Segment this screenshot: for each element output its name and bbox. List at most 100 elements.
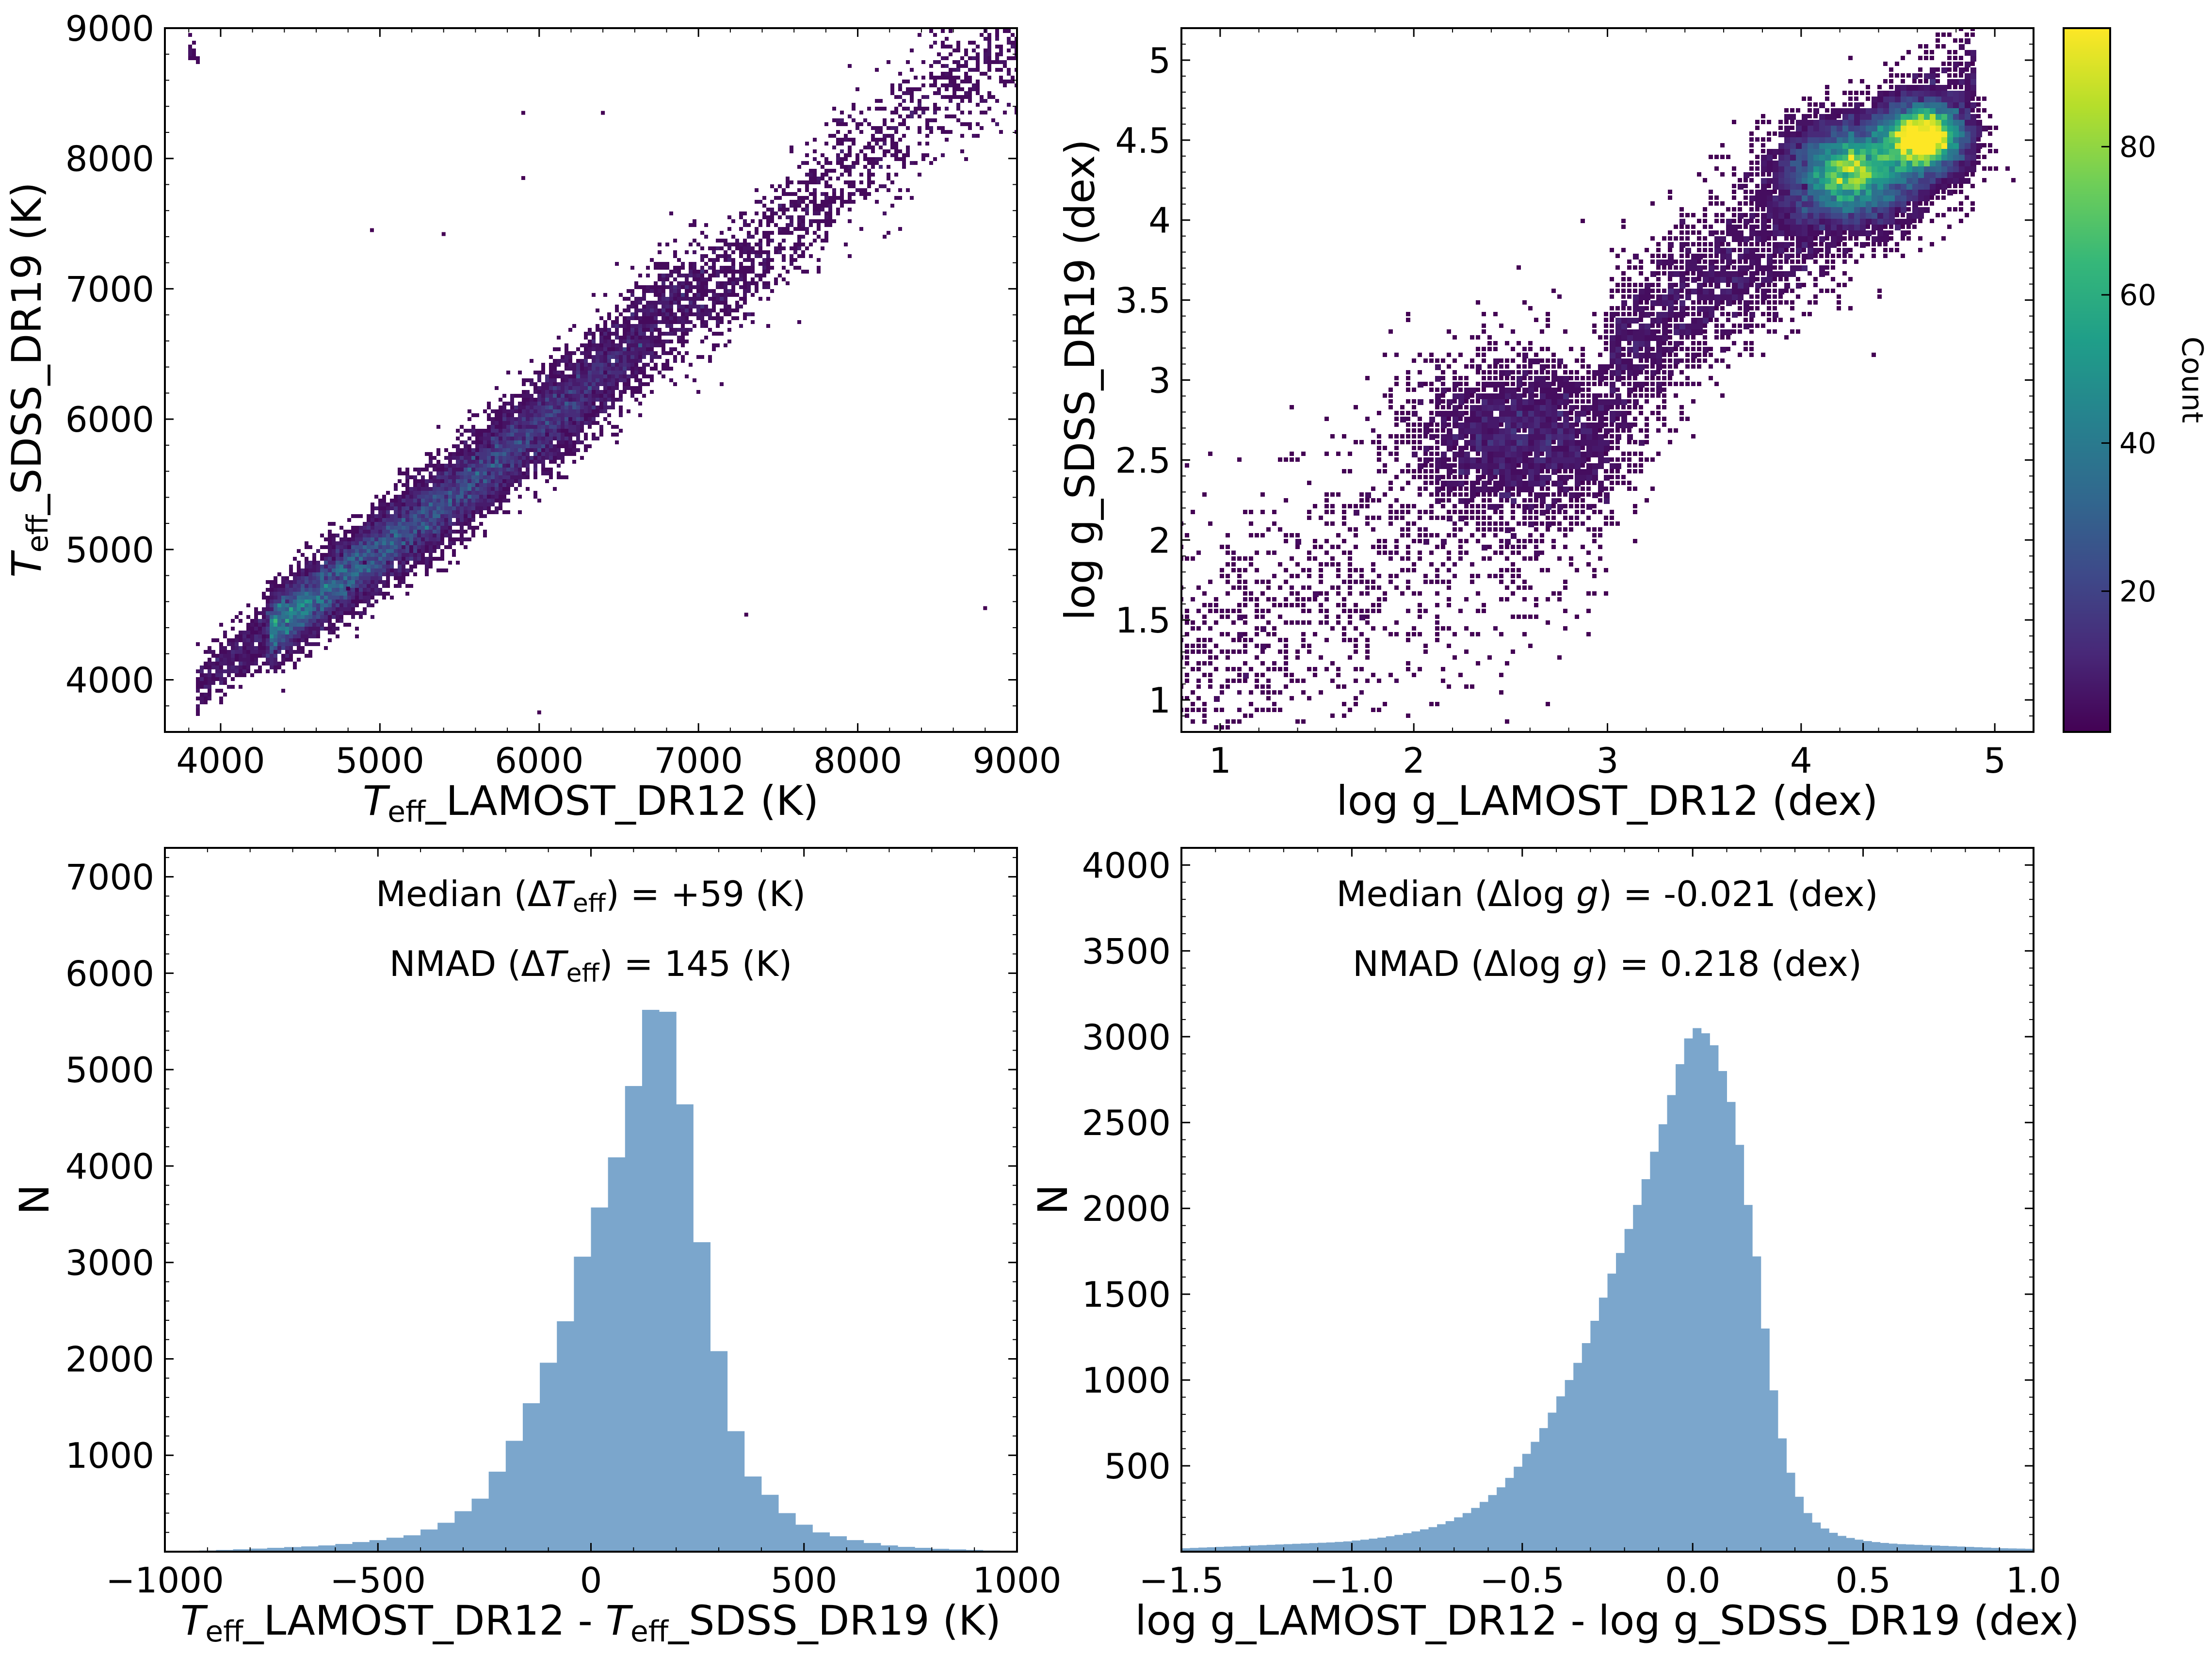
logg-hexbin-cell [1511, 428, 1517, 434]
teff-hexbin-cell [336, 565, 339, 568]
teff-hexbin-cell [642, 394, 646, 398]
teff-hexbin-cell [716, 270, 720, 274]
teff-scatter-ytick-label: 6000 [65, 399, 154, 440]
teff-hexbin-cell [254, 662, 258, 665]
logg-hexbin-cell [1883, 108, 1889, 114]
teff-hexbin-cell [576, 390, 580, 394]
teff-hexbin-cell [332, 561, 336, 565]
logg-hexbin-cell [1546, 440, 1551, 446]
teff-hexbin-cell [634, 332, 638, 336]
logg-hexbin-cell [1912, 126, 1918, 131]
teff-hexbin-cell [254, 638, 258, 642]
teff-hexbin-cell [572, 367, 576, 371]
teff-hexbin-cell [630, 351, 634, 355]
teff-hexbin-cell [491, 456, 495, 460]
teff-hexbin-cell [277, 650, 281, 654]
logg-hexbin-cell [1877, 155, 1883, 161]
logg-hexbin-cell [1476, 574, 1480, 578]
teff-hexbin-cell [436, 518, 440, 522]
teff-hexbin-cell [630, 301, 634, 305]
logg-hexbin-cell [1610, 277, 1614, 281]
teff-hexbin-cell [859, 173, 863, 177]
teff-hexbin-cell [491, 429, 495, 433]
teff-hexbin-cell [522, 452, 526, 456]
teff-hexbin-cell [208, 662, 211, 665]
logg-hexbin-cell [1342, 551, 1346, 555]
teff-hexbin-cell [615, 433, 619, 437]
teff-hexbin-cell [840, 161, 844, 165]
teff-hexbin-cell [693, 270, 696, 274]
teff-hexbin-cell [662, 289, 665, 293]
teff-hexbin-cell [518, 444, 522, 448]
teff-hexbin-cell [832, 196, 836, 200]
teff-hexbin-cell [875, 157, 879, 161]
teff-hexbin-cell [409, 522, 413, 526]
teff-hexbin-cell [883, 118, 887, 122]
teff-hexbin-cell [274, 623, 277, 627]
teff-hexbin-cell [332, 623, 336, 627]
teff-hexbin-cell [949, 114, 953, 118]
teff-hexbin-cell [662, 297, 665, 301]
teff-hexbin-cell [968, 76, 972, 80]
teff-hexbin-cell [712, 316, 716, 320]
teff-hexbin-cell [832, 219, 836, 223]
teff-hexbin-cell [448, 479, 452, 483]
teff-hexbin-cell [883, 142, 887, 146]
teff-hexbin-cell [751, 277, 755, 281]
teff-hexbin-cell [685, 250, 689, 254]
teff-hexbin-cell [673, 250, 677, 254]
teff-hexbin-cell [875, 68, 879, 72]
teff-hexbin-cell [398, 510, 402, 514]
teff-hexbin-cell [223, 662, 227, 665]
teff-hexbin-cell [316, 607, 320, 611]
teff-hexbin-cell [444, 514, 448, 518]
logg-hexbin-cell [1901, 114, 1906, 120]
teff-hexbin-cell [801, 250, 805, 254]
teff-hexbin-cell [956, 95, 960, 99]
teff-hexbin-cell [980, 95, 984, 99]
teff-hexbin-cell [444, 468, 448, 471]
teff-hexbin-cell [231, 619, 235, 623]
logg-hexbin-cell [1610, 364, 1614, 369]
teff-hexbin-cell [782, 266, 786, 270]
teff-hexbin-cell [274, 642, 277, 646]
teff-hexbin-cell [320, 553, 324, 557]
teff-hexbin-cell [797, 215, 801, 219]
teff-hexbin-cell [363, 611, 367, 615]
logg-hexbin-cell [1831, 143, 1837, 149]
teff-hexbin-cell [475, 495, 479, 499]
teff-hexbin-cell [759, 262, 762, 266]
teff-hexbin-cell [712, 262, 716, 266]
teff-hexbin-cell [673, 239, 677, 243]
logg-hexbin-cell [1656, 289, 1661, 293]
teff-hexbin-cell [328, 623, 332, 627]
teff-hexbin-cell [611, 398, 615, 402]
teff-hexbin-cell [848, 173, 852, 177]
teff-hexbin-cell [949, 95, 953, 99]
teff-hexbin-cell [258, 665, 262, 669]
teff-hexbin-cell [984, 37, 987, 41]
teff-hexbin-cell [347, 545, 351, 549]
teff-hexbin-cell [937, 87, 941, 91]
logg-hexbin-cell [1860, 149, 1866, 155]
teff-hexbin-cell [557, 406, 561, 409]
teff-hexbin-cell [336, 634, 339, 638]
teff-hexbin-cell [522, 471, 526, 475]
teff-hexbin-cell [433, 526, 436, 530]
logg-hexbin-cell [1726, 329, 1732, 335]
teff-hexbin-cell [662, 305, 665, 308]
teff-hexbin-cell [890, 111, 894, 114]
teff-hexbin-cell [642, 347, 646, 351]
teff-hexbin-cell [514, 429, 518, 433]
teff-hexbin-cell [720, 270, 724, 274]
logg-hexbin-cell [1569, 428, 1575, 434]
teff-hexbin-cell [654, 320, 658, 324]
teff-hexbin-cell [541, 440, 545, 444]
teff-hexbin-cell [572, 351, 576, 355]
teff-hexbin-cell [258, 646, 262, 650]
teff-hexbin-cell [580, 429, 584, 433]
teff-hexbin-cell [471, 452, 475, 456]
teff-hexbin-cell [549, 406, 553, 409]
teff-hexbin-cell [910, 114, 914, 118]
teff-hexbin-cell [405, 491, 409, 495]
